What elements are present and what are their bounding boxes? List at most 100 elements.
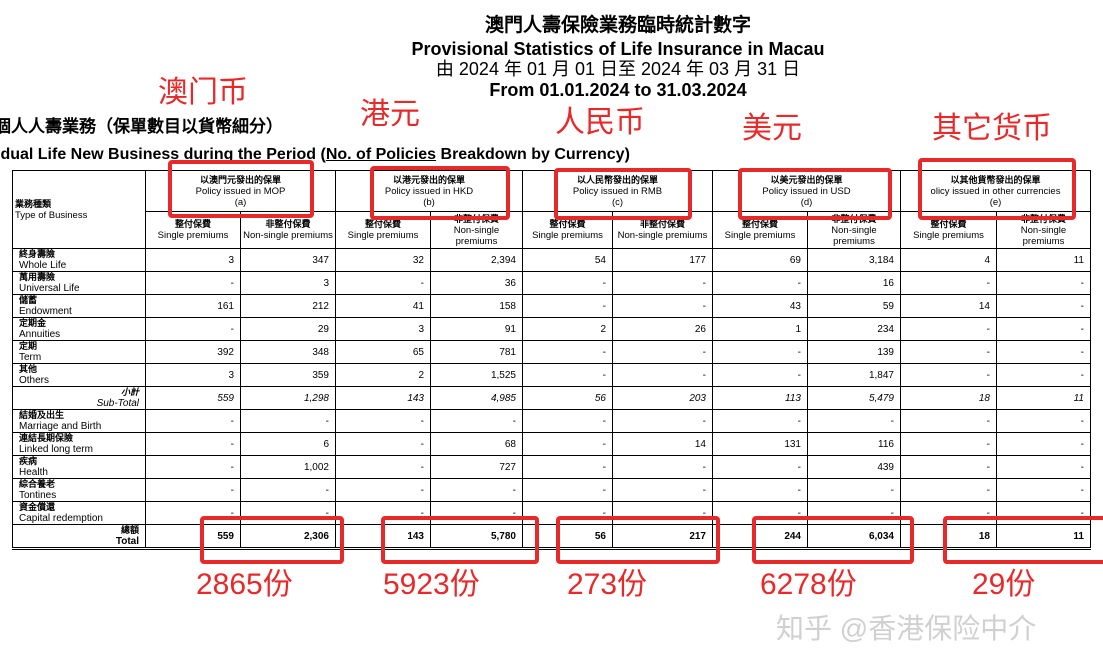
row-label-en: Universal Life	[19, 283, 80, 294]
header-highlight-box	[168, 160, 314, 218]
cell: -	[522, 363, 613, 387]
cell: 1,525	[430, 363, 523, 387]
period-zh: 由 2024 年 01 月 01 日至 2024 年 03 月 31 日	[435, 59, 801, 79]
cell: 177	[612, 248, 713, 272]
row-label: 小計 Sub-Total	[12, 386, 146, 410]
cell: 43	[712, 294, 808, 318]
cell: -	[807, 478, 901, 502]
cell: -	[612, 501, 713, 525]
currency-header-en: Policy issued in USD	[762, 185, 851, 197]
cell: -	[522, 294, 613, 318]
cell: 4	[900, 248, 997, 272]
non-single-premiums-en: Non-single premiums	[453, 224, 500, 247]
title-en: Provisional Statistics of Life Insurance…	[411, 39, 825, 59]
row-label: 資金償還 Capital redemption	[12, 501, 146, 525]
cell: -	[900, 455, 997, 479]
cell: 6	[240, 432, 336, 456]
single-premiums-zh: 整付保費	[549, 219, 586, 229]
type-header: 業務種類 Type of Business	[12, 170, 146, 249]
currency-header-en: olicy issued in other currencies	[930, 185, 1061, 197]
cell: -	[900, 363, 997, 387]
total-annotation: 29份	[972, 568, 1036, 601]
cell: -	[335, 271, 431, 295]
cell: 68	[430, 432, 523, 456]
cell: -	[612, 363, 713, 387]
row-label: 連結長期保險 Linked long term	[12, 432, 146, 456]
policy-table: 業務種類 Type of Business 以澳門元發出的保單 Policy issu…	[12, 170, 1091, 550]
currency-header-code: (a)	[234, 196, 247, 208]
cell: -	[712, 455, 808, 479]
cell: 5,780	[430, 524, 523, 550]
cell: -	[996, 478, 1091, 502]
cell: 131	[712, 432, 808, 456]
cell: 11	[996, 248, 1091, 272]
watermark: 知乎 @香港保险中介	[776, 613, 1037, 644]
row-label-en: Others	[19, 375, 50, 386]
cell: -	[712, 271, 808, 295]
cell: -	[612, 409, 713, 433]
currency-header-zh: 以人民幣發出的保單	[576, 174, 658, 185]
single-premiums-en: Single premiums	[913, 230, 984, 241]
currency-header-code: (b)	[423, 196, 435, 208]
non-single-premiums-zh: 非整付保費	[639, 219, 685, 229]
cell: 1,847	[807, 363, 901, 387]
cell: -	[996, 317, 1091, 341]
cell: -	[712, 501, 808, 525]
row-label-en: Marriage and Birth	[19, 421, 102, 432]
subtitle-en-start: idual Life New Business during the Perio…	[0, 146, 326, 163]
non-single-premiums-en: Non-single premiums	[1020, 224, 1067, 247]
non-single-premiums-zh: 非整付保費	[265, 219, 311, 229]
cell: 348	[240, 340, 336, 364]
row-label-zh: 小計	[120, 387, 139, 397]
cell: -	[900, 432, 997, 456]
cell: 36	[430, 271, 523, 295]
cell: -	[430, 409, 523, 433]
cell: -	[612, 294, 713, 318]
row-label-en: Whole Life	[19, 260, 67, 271]
cell: 14	[900, 294, 997, 318]
cell: 116	[807, 432, 901, 456]
subtitle-zh: 個人人壽業務（保單數目以貨幣細分）	[0, 117, 283, 136]
cell: 1,298	[240, 386, 336, 410]
table-row: 資金償還 Capital redemption - - - - - - - - - -	[12, 501, 1091, 525]
total-highlight-box	[556, 516, 720, 564]
total-highlight-box	[200, 516, 344, 564]
currency-annotation: 港元	[360, 98, 420, 131]
cell: 2	[522, 317, 613, 341]
cell: -	[712, 478, 808, 502]
cell: -	[996, 340, 1091, 364]
cell: -	[612, 271, 713, 295]
cell: -	[335, 478, 431, 502]
currency-header-code: (d)	[800, 196, 813, 208]
header-highlight-box	[738, 168, 892, 220]
table-row: 定期金 Annuities -29 3 91 2 26 1 234- -	[12, 317, 1091, 341]
cell: 439	[807, 455, 901, 479]
currency-header-code: (c)	[611, 196, 624, 208]
single-premiums-zh: 整付保費	[930, 219, 967, 229]
row-label-zh: 儲蓄	[19, 295, 38, 305]
cell: 727	[430, 455, 523, 479]
cell: -	[522, 409, 613, 433]
cell: -	[712, 363, 808, 387]
row-label-zh: 定期金	[19, 318, 47, 328]
row-label-zh: 萬用壽險	[19, 272, 56, 282]
cell: -	[145, 478, 241, 502]
currency-header: 以澳門元發出的保單 Policy issued in MOP (a)	[145, 170, 336, 212]
cell: -	[996, 363, 1091, 387]
row-label-zh: 連結長期保險	[19, 433, 74, 443]
table-row: 總額 Total 559 2,306 143 5,780 56 217 244 6,034 18 11	[12, 524, 1091, 550]
row-label: 儲蓄 Endowment	[12, 294, 146, 318]
subtitle-en-end: Breakdown by Currency)	[436, 146, 630, 163]
currency-annotation: 其它货币	[932, 112, 1052, 145]
cell: 59	[807, 294, 901, 318]
currency-annotation: 人民币	[555, 106, 645, 139]
header-highlight-box	[554, 168, 692, 220]
cell: 2,394	[430, 248, 523, 272]
cell: -	[712, 340, 808, 364]
cell: 91	[430, 317, 523, 341]
row-label-en: Tontines	[19, 490, 57, 501]
cell: -	[900, 271, 997, 295]
type-header-en: Type of Business	[15, 209, 88, 221]
cell: 347	[240, 248, 336, 272]
cell: -	[900, 409, 997, 433]
